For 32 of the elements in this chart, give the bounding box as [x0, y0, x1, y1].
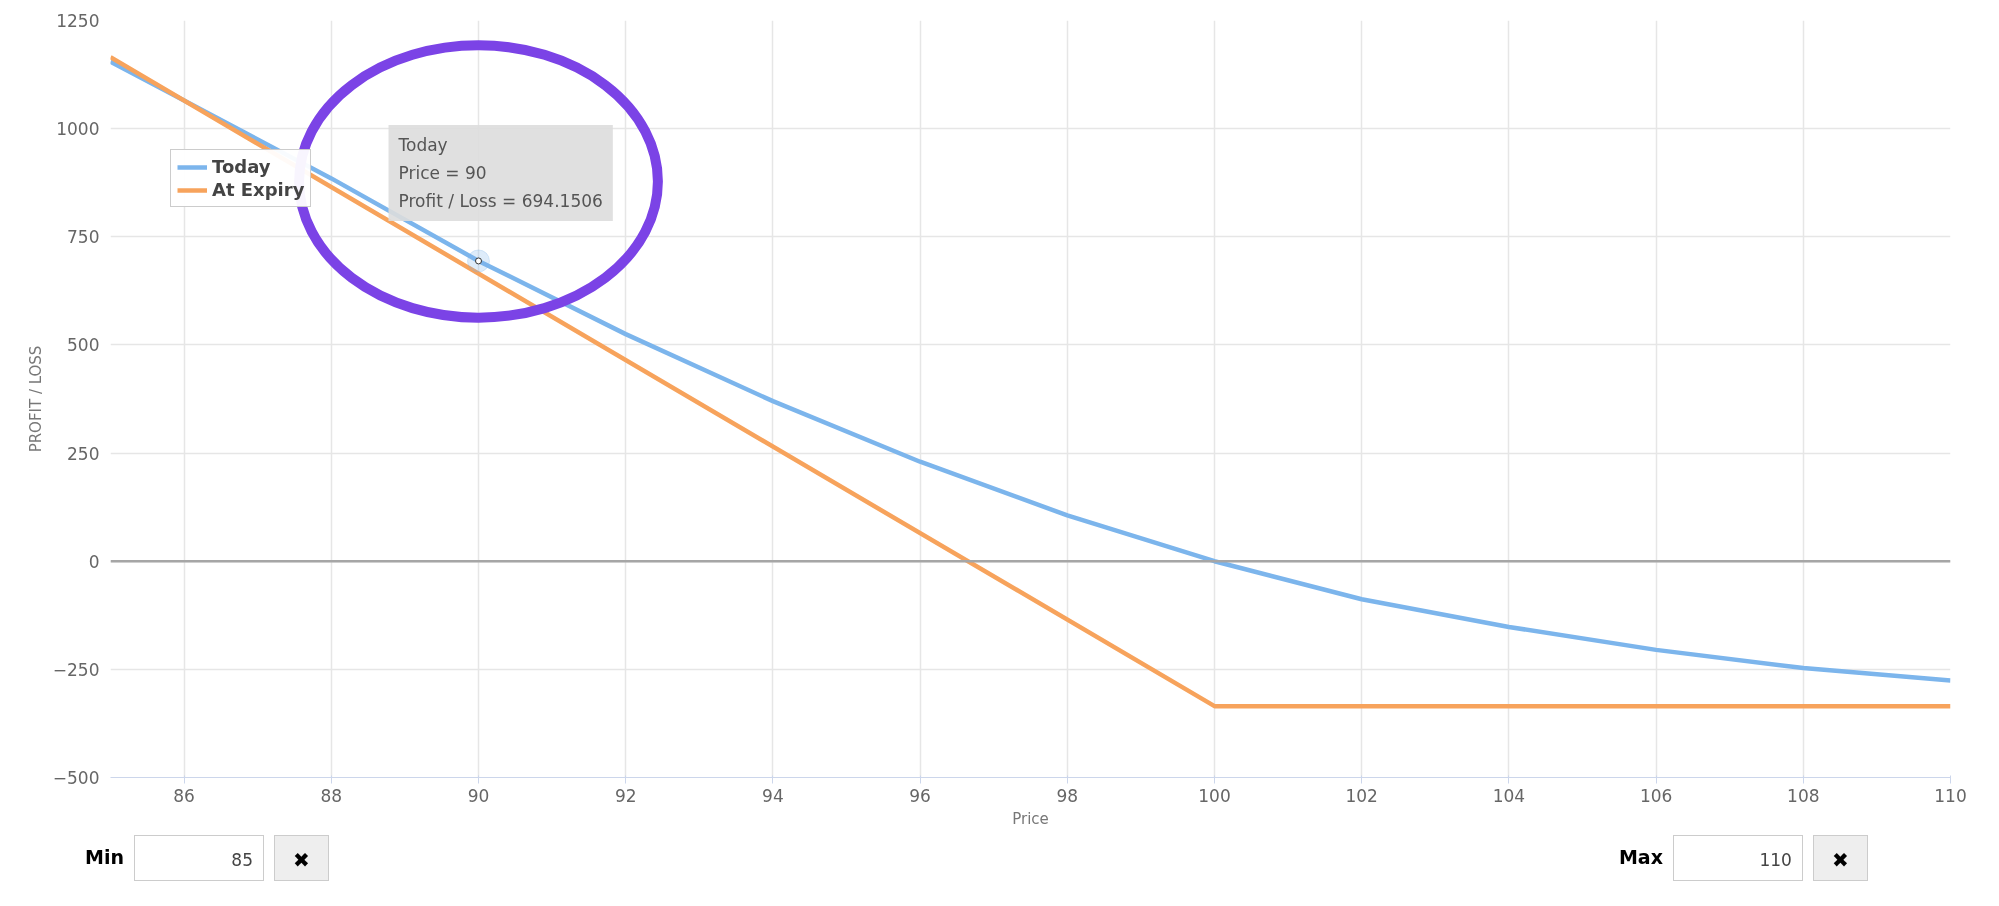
text: 110: [1759, 849, 1792, 872]
x-tick-label: 98: [1056, 785, 1079, 806]
x-tick-label: 88: [320, 785, 343, 806]
legend-label: Today: [212, 156, 271, 177]
text: Max: [1618, 845, 1663, 870]
x-axis-title: Price: [1012, 809, 1049, 828]
x-tick-label: 90: [467, 785, 490, 806]
x-tick-label: 96: [909, 785, 931, 806]
text: Min: [85, 845, 124, 870]
annotation: Today Price = 90 Profit / Loss = 694.1506: [397, 134, 603, 211]
text: ✖: [293, 847, 310, 874]
y-tick-label: 250: [67, 443, 100, 464]
x-tick-label: 110: [1934, 785, 1967, 806]
x-tick-label: 106: [1639, 785, 1673, 806]
y-tick-label: 750: [67, 227, 100, 248]
text: 85: [231, 849, 253, 872]
x-tick-label: 94: [762, 785, 784, 806]
y-tick-label: 1250: [56, 11, 100, 31]
x-tick-label: 108: [1787, 785, 1820, 806]
y-tick-label: −500: [52, 768, 100, 788]
x-tick-label: 100: [1198, 785, 1231, 806]
text: ✖: [1832, 847, 1849, 874]
legend-label: At Expiry: [212, 179, 305, 200]
y-tick-label: 0: [88, 551, 100, 572]
x-tick-label: 92: [614, 785, 637, 806]
y-tick-label: −250: [52, 659, 100, 680]
x-tick-label: 102: [1345, 785, 1378, 806]
x-tick-label: 86: [173, 785, 195, 806]
y-tick-label: 1000: [56, 119, 100, 140]
y-tick-label: 500: [67, 335, 100, 356]
x-tick-label: 104: [1492, 785, 1526, 806]
y-axis-title: PROFIT / LOSS: [26, 345, 45, 453]
